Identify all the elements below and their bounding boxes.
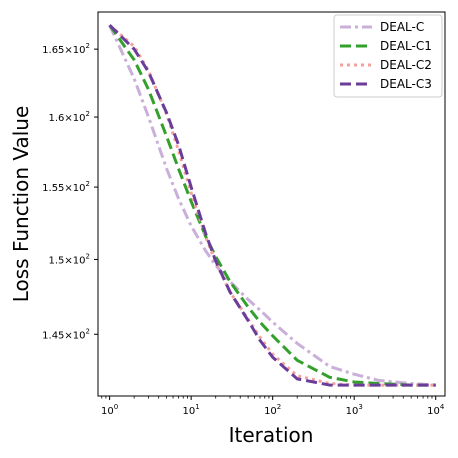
y-tick-label: 1.55×102 xyxy=(42,180,90,194)
plot-frame xyxy=(97,11,446,397)
y-tick-label: 1.65×102 xyxy=(42,42,90,56)
y-axis-title: Loss Function Value xyxy=(9,106,33,303)
legend-label: DEAL-C1 xyxy=(380,39,432,53)
y-tick-label: 1.6×102 xyxy=(49,110,90,124)
legend-label: DEAL-C3 xyxy=(380,77,432,91)
x-tick-label: 100 xyxy=(101,403,118,417)
x-tick-label: 102 xyxy=(264,403,281,417)
series-line-deal-c1 xyxy=(108,24,436,387)
legend-label: DEAL-C xyxy=(380,20,424,34)
x-tick-label: 101 xyxy=(183,403,200,417)
x-tick-label: 104 xyxy=(427,403,445,417)
y-tick-label: 1.5×102 xyxy=(49,252,90,266)
series-line-deal-c3 xyxy=(108,24,436,387)
legend-label: DEAL-C2 xyxy=(380,58,432,72)
x-tick-label: 103 xyxy=(346,403,363,417)
y-tick-label: 1.45×102 xyxy=(42,327,90,341)
x-axis-title: Iteration xyxy=(229,423,314,447)
series-line-deal-c xyxy=(108,24,436,387)
legend-box xyxy=(333,14,443,98)
legend: DEAL-C DEAL-C1 DEAL-C2 DEAL-C3 xyxy=(333,14,443,98)
